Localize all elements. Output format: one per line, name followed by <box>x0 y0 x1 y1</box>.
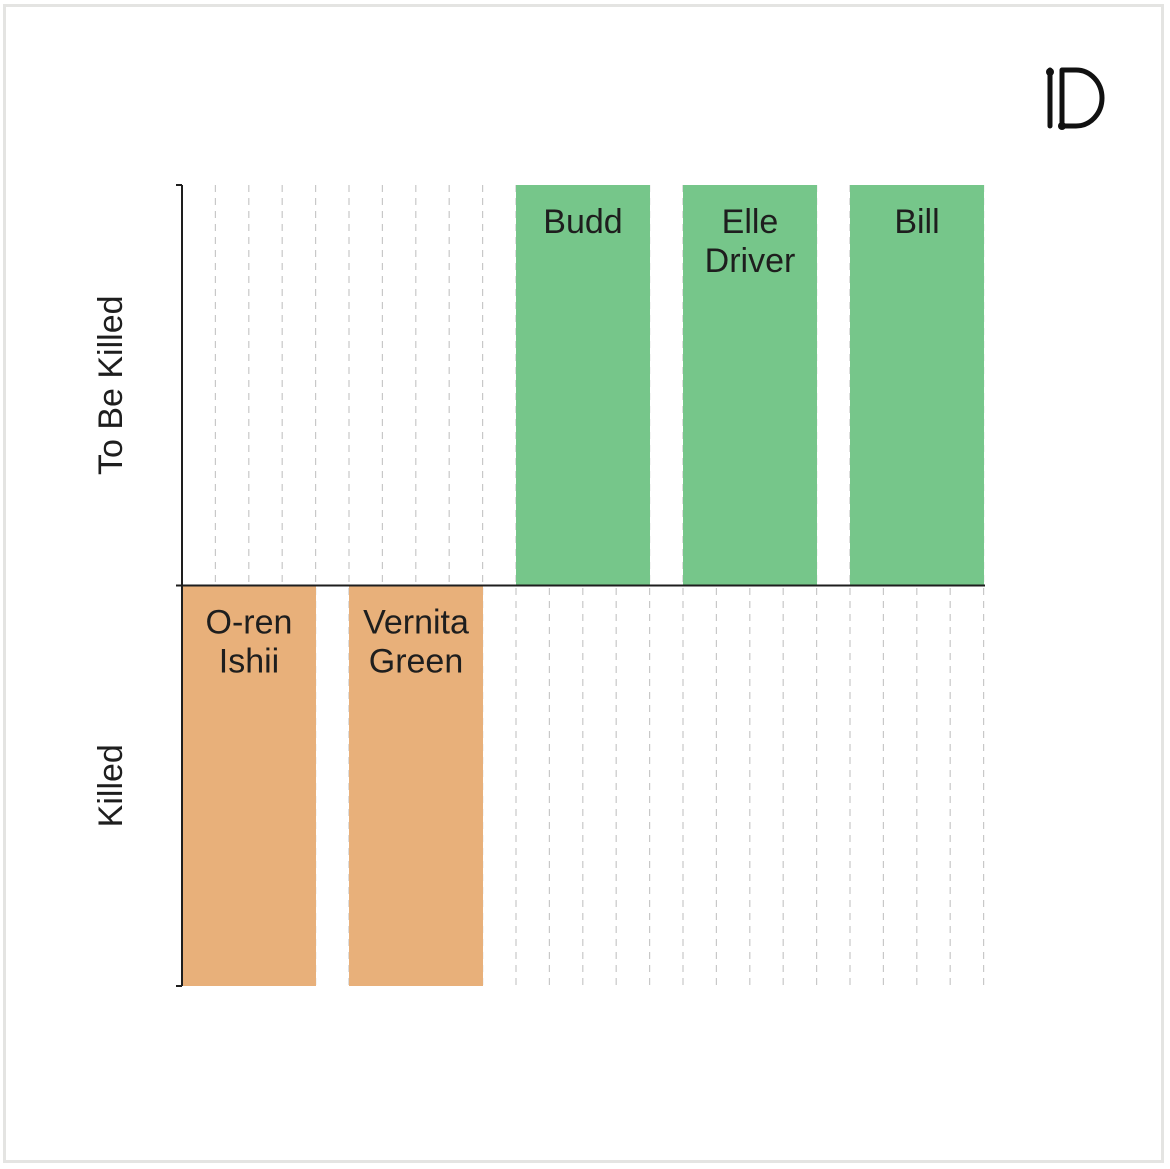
y-category-label: Killed <box>92 744 130 827</box>
bar-label: Driver <box>705 242 796 280</box>
bar-label: Green <box>369 643 464 681</box>
bar <box>850 185 984 586</box>
bar-label: Vernita <box>363 604 469 642</box>
bar <box>516 185 650 586</box>
bar <box>182 585 316 986</box>
bar <box>349 585 483 986</box>
bar-label: O-ren <box>206 604 293 642</box>
bar-label: Ishii <box>219 643 279 681</box>
chart-frame <box>3 4 1164 1163</box>
y-category-label: To Be Killed <box>92 295 130 475</box>
bar-label: Budd <box>543 203 622 241</box>
bar-label: Elle <box>722 203 779 241</box>
bar <box>683 185 817 586</box>
bar-label: Bill <box>894 203 939 241</box>
brand-logo-icon <box>1046 67 1105 130</box>
